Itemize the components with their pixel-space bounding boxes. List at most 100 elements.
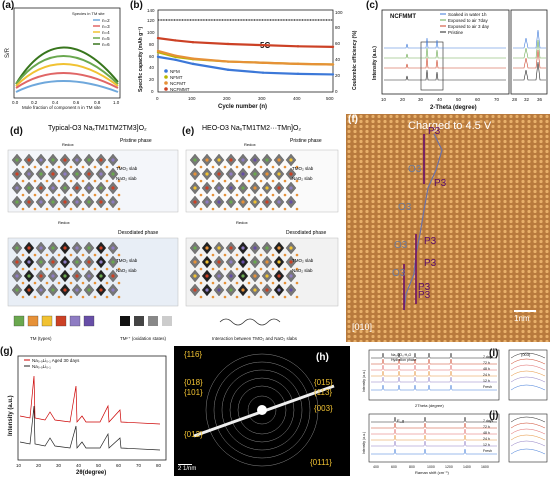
i-row-1: 72 h — [483, 361, 490, 365]
i-xlabel: 2Theta (degree) — [415, 403, 444, 408]
b-series-group — [156, 36, 335, 76]
b-point-nfm — [296, 72, 300, 76]
b-series-ncfmmt — [157, 37, 334, 48]
b-tick-x4: 400 — [293, 96, 301, 101]
h-label-113: {113} — [314, 388, 333, 397]
panel-h-pattern — [193, 353, 335, 467]
a-tick-2: 0.4 — [52, 100, 59, 105]
j-row-4: 12 h — [483, 443, 490, 447]
j-row-5: Fresh — [483, 449, 492, 453]
c-legend-3day: Exposed to air 3 day — [448, 24, 490, 29]
g-tick-1: 20 — [36, 463, 42, 468]
b-tick-yr1: 20 — [335, 73, 341, 78]
b-tick-y2: 40 — [149, 65, 155, 70]
panel-g: Na₀.₉Li₀.₁ Aged 30 days Na₀.₉Li₀.₁ 10 20… — [0, 346, 172, 476]
b-tick-x5: 500 — [326, 96, 334, 101]
b-point-ncfmt — [174, 54, 177, 57]
panel-j-label: (j) — [489, 410, 499, 421]
panel-d-diagram: Typical-O3 NaₓTM1TM2TM3]O₂ Pristine phas… — [7, 125, 179, 307]
f-o3-1: O3 — [408, 164, 422, 175]
b-tick-yr0: 0 — [335, 89, 338, 94]
c-tick-3: 40 — [437, 97, 443, 102]
panel-g-label: (g) — [0, 346, 13, 357]
j-row-0: 7 days — [483, 419, 494, 423]
c-zoom-box — [420, 41, 444, 91]
b-point-ncfmt — [226, 60, 230, 63]
i-row-0: 7 days — [483, 355, 494, 359]
c-title: NCFMMT — [390, 14, 416, 20]
b-point-nfm — [174, 58, 177, 61]
f-p3-4: P3 — [424, 258, 437, 269]
b-tick-y5: 100 — [147, 30, 155, 35]
f-scale-bar — [514, 310, 536, 312]
b-point-ncfmt — [331, 63, 335, 66]
f-o3-4: O3 — [392, 268, 406, 279]
e-nao2-1: NaO₂ slab — [292, 176, 313, 181]
j-tick-1: 600 — [391, 465, 397, 469]
tm-oxidation-swatches — [120, 316, 172, 326]
c-legend-water: Soaked in water 1h — [448, 12, 487, 17]
panel-h-label: (h) — [316, 352, 329, 363]
d-lattice-desodiated — [11, 241, 121, 299]
b-legend-ncfmmt: NCFMMT — [170, 87, 190, 92]
b-legend-ncfmt: NCFMT — [170, 81, 186, 86]
d-pristine: Pristine phase — [120, 138, 152, 144]
b-point-ncfmmt — [296, 45, 300, 48]
b-point-ncfmt — [191, 57, 195, 60]
d-desodiated: Desodiated phase — [118, 230, 159, 236]
b-tick-x2: 200 — [223, 96, 231, 101]
d-lattice-pristine — [11, 153, 121, 211]
g-legend-aged: Na₀.₉Li₀.₁ Aged 30 days — [32, 358, 80, 363]
i-row-5: Fresh — [483, 385, 492, 389]
panel-d-label: (d) — [10, 126, 23, 137]
legend-interaction: Interaction between TMO₂ and NaO₂ slabs — [212, 336, 298, 341]
h-label-018: {018} — [184, 378, 203, 387]
panel-e: HEO-O3 NaₓTM1TM2···TMn]O₂ Pristine phase… — [182, 114, 342, 344]
b-tick-yr4: 80 — [335, 25, 341, 30]
j-ylabel: Intensity (a.u.) — [362, 432, 366, 454]
j-x-ticks: 400 600 800 1000 1200 1400 1600 — [373, 465, 489, 469]
j-tick-4: 1200 — [445, 465, 453, 469]
b-point-ncfmt — [296, 62, 300, 66]
g-xlabel: 2θ(degree) — [76, 470, 106, 476]
c-legend-pristine: Pristine — [448, 30, 464, 35]
i-peak: (003) — [521, 352, 531, 357]
e-lattice-desodiated — [189, 241, 299, 299]
b-point-ncfmmt — [156, 36, 160, 40]
f-p3-2: P3 — [434, 178, 447, 189]
h-label-012: {012} — [184, 430, 203, 439]
j-row-3: 24 h — [483, 437, 490, 441]
b-tick-y4: 80 — [149, 42, 155, 47]
c-xlabel: 2-Theta (degree) — [430, 105, 477, 111]
b-series-nfm — [157, 55, 334, 76]
f-caption: Charged to 4.5 V — [408, 120, 492, 132]
i-spectra — [371, 352, 546, 391]
a-tick-5: 1.0 — [113, 100, 120, 105]
j-xlabel: Raman shift (cm⁻¹) — [415, 470, 450, 475]
panel-j: E_g 7 days 72 h 48 h 24 h 12 h Fresh 400… — [355, 410, 550, 476]
b-point-nfm — [226, 68, 230, 71]
i-row-labels: 7 days 72 h 48 h 24 h 12 h Fresh — [483, 355, 494, 389]
panel-f-label: (f) — [348, 114, 358, 125]
h-label-0111: {0111} — [310, 458, 332, 467]
f-p3-5: P3 — [418, 282, 431, 293]
e-pristine: Pristine phase — [290, 138, 322, 144]
h-label-015: {015} — [314, 378, 333, 387]
a-xlabel: Mole fraction of component n in TM site — [22, 105, 101, 110]
e-tmo2-1: TMO₂ slab — [292, 166, 314, 171]
b-tick-y0: 0 — [151, 89, 154, 94]
a-legend-n5: n=5 — [102, 36, 110, 41]
e-tmo2-2: TMO₂ slab — [292, 258, 314, 263]
g-tick-4: 50 — [96, 463, 102, 468]
j-tick-6: 1600 — [481, 465, 489, 469]
e-redox-2: Redox — [236, 220, 248, 225]
i-row-2: 48 h — [483, 367, 490, 371]
c-legend-7day: Exposed to air 7day — [448, 18, 489, 23]
panel-a-chart: 0.0 0.2 0.4 0.6 0.8 1.0 Mole fraction of… — [5, 7, 121, 110]
j-tick-0: 400 — [373, 465, 379, 469]
b-point-ncfmt — [261, 61, 265, 64]
b-legend-nfm: NFM — [170, 69, 180, 74]
e-lattice-pristine — [189, 153, 299, 211]
b-xlabel: Cycle number (n) — [218, 104, 267, 110]
b-tick-x3: 300 — [258, 96, 266, 101]
